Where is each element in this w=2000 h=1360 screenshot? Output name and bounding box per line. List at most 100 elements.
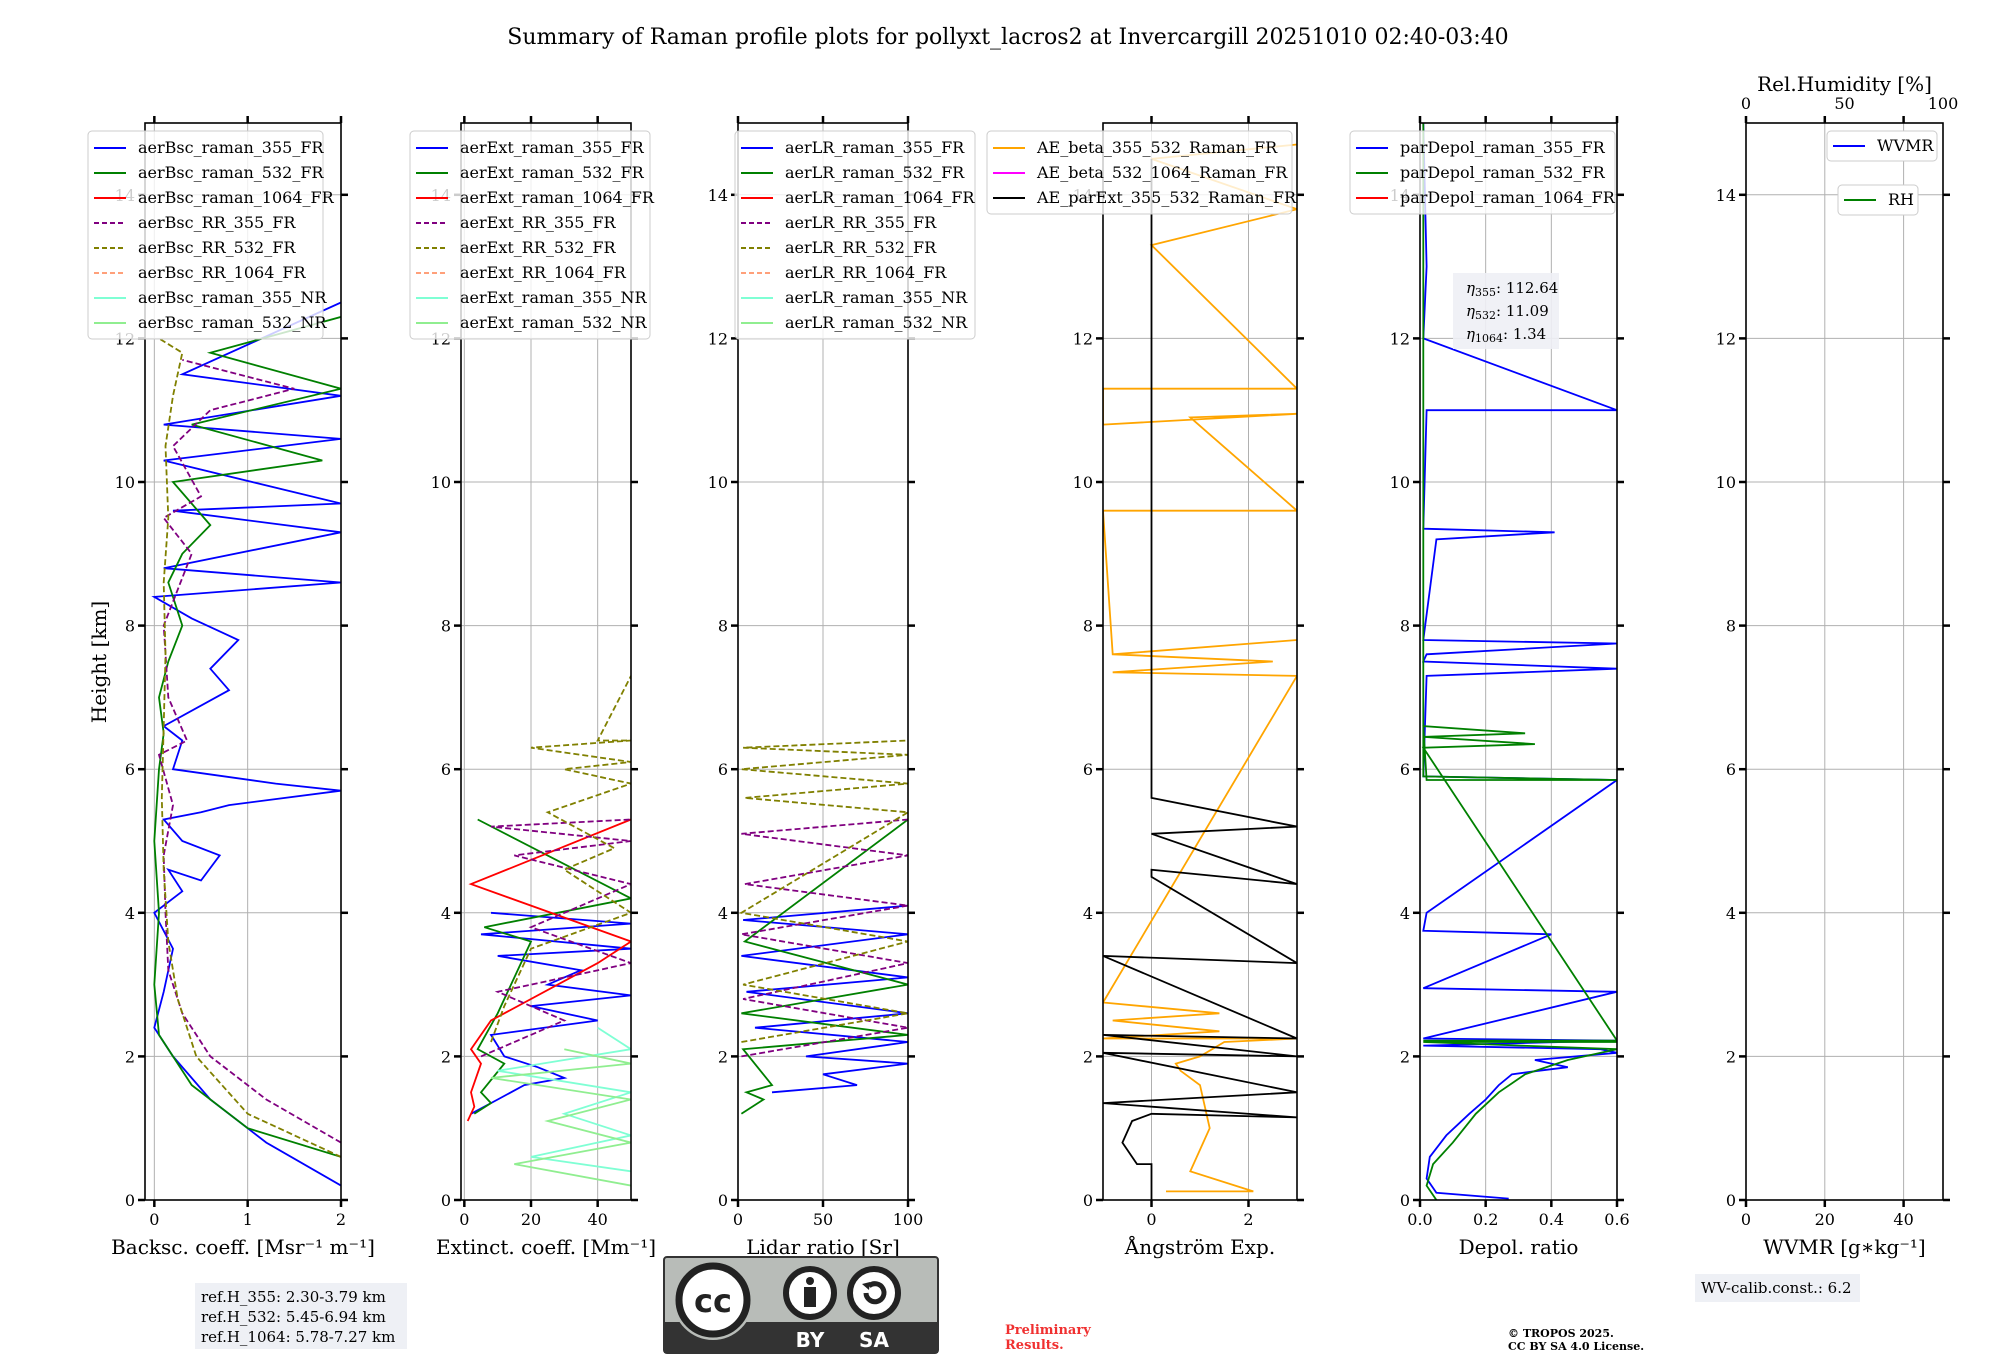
series-line-aerExt_raman_355_NR bbox=[497, 1026, 631, 1173]
panel-2: 0246810121402040Extinct. coeff. [Mm⁻¹]ae… bbox=[409, 116, 656, 1259]
legend-item-aerExt_raman_355_NR: aerExt_raman_355_NR bbox=[460, 288, 648, 307]
x-tick-label: 40 bbox=[587, 1210, 607, 1229]
x-axis-label: Depol. ratio bbox=[1459, 1235, 1579, 1259]
legend-item-AE_beta_355_532_Raman_FR: AE_beta_355_532_Raman_FR bbox=[1036, 138, 1278, 157]
panel-4: 0246810121402Ångström Exp.AE_beta_355_53… bbox=[986, 116, 1304, 1259]
axes-frame bbox=[144, 122, 342, 1201]
ref-height-355: ref.H_355: 2.30-3.79 km bbox=[201, 1288, 386, 1306]
ref-heights-box: ref.H_355: 2.30-3.79 km ref.H_532: 5.45-… bbox=[195, 1283, 407, 1349]
legend-item-aerExt_RR_1064_FR: aerExt_RR_1064_FR bbox=[460, 263, 627, 282]
y-tick-label: 2 bbox=[1400, 1047, 1410, 1066]
top-x-tick-label: 50 bbox=[1834, 94, 1854, 113]
figure-title: Summary of Raman profile plots for polly… bbox=[507, 25, 1508, 50]
x-tick-label: 0 bbox=[733, 1210, 743, 1229]
eta-background bbox=[1453, 273, 1559, 349]
axes-frame bbox=[1745, 122, 1944, 1201]
ref-height-532: ref.H_532: 5.45-6.94 km bbox=[201, 1308, 386, 1326]
wv-calib-box: WV-calib.const.: 6.2 bbox=[1695, 1274, 1860, 1302]
y-tick-label: 4 bbox=[1083, 904, 1093, 923]
legend-item-parDepol_raman_532_FR: parDepol_raman_532_FR bbox=[1400, 163, 1606, 182]
series-line-aerBsc_raman_532_FR bbox=[153, 316, 341, 1158]
legend-frame bbox=[87, 130, 324, 340]
y-tick-label: 2 bbox=[718, 1047, 728, 1066]
legend-item-aerLR_RR_532_FR: aerLR_RR_532_FR bbox=[785, 238, 937, 257]
y-tick-label: 8 bbox=[125, 617, 135, 636]
x-axis-label: WVMR [g∗kg⁻¹] bbox=[1763, 1235, 1925, 1259]
y-tick-label: 10 bbox=[708, 473, 728, 492]
y-tick-label: 2 bbox=[1083, 1047, 1093, 1066]
y-tick-label: 12 bbox=[708, 329, 728, 348]
y-tick-label: 6 bbox=[718, 760, 728, 779]
panel-1: 02468101214012Backsc. coeff. [Msr⁻¹ m⁻¹]… bbox=[87, 116, 375, 1259]
y-tick-label: 12 bbox=[1073, 329, 1093, 348]
legend-item-aerLR_raman_1064_FR: aerLR_raman_1064_FR bbox=[785, 188, 975, 207]
y-tick-label: 8 bbox=[1400, 617, 1410, 636]
ref-heights-background bbox=[195, 1283, 407, 1349]
x-tick-label: 0.4 bbox=[1539, 1210, 1564, 1229]
cc-license-badge: cc BY SA bbox=[663, 1256, 939, 1354]
y-tick-label: 0 bbox=[1400, 1191, 1410, 1210]
cc-sa-label: SA bbox=[859, 1328, 889, 1352]
y-tick-label: 10 bbox=[431, 473, 451, 492]
y-tick-label: 8 bbox=[441, 617, 451, 636]
x-axis-label: Extinct. coeff. [Mm⁻¹] bbox=[436, 1235, 656, 1259]
legend-item-aerBsc_raman_532_NR: aerBsc_raman_532_NR bbox=[138, 313, 327, 332]
legend: parDepol_raman_355_FR parDepol_raman_532_… bbox=[1349, 130, 1616, 215]
legend-item-RH: RH bbox=[1888, 190, 1914, 209]
legend-RH: RH bbox=[1837, 184, 1919, 216]
series-line-aerLR_RR_532_FR bbox=[738, 739, 908, 1043]
series-group bbox=[738, 739, 908, 1115]
legend-frame bbox=[986, 130, 1293, 215]
y-tick-label: 0 bbox=[1726, 1191, 1736, 1210]
legend-frame bbox=[734, 130, 976, 340]
copyright-line2: CC BY SA 4.0 License. bbox=[1508, 1340, 1644, 1353]
legend-item-aerExt_raman_355_FR: aerExt_raman_355_FR bbox=[460, 138, 645, 157]
y-tick-label: 10 bbox=[1716, 473, 1736, 492]
x-tick-label: 2 bbox=[336, 1210, 346, 1229]
legend-item-aerBsc_RR_355_FR: aerBsc_RR_355_FR bbox=[138, 213, 296, 232]
legend-item-aerExt_raman_1064_FR: aerExt_raman_1064_FR bbox=[460, 188, 655, 207]
panels: 02468101214012Backsc. coeff. [Msr⁻¹ m⁻¹]… bbox=[87, 72, 1959, 1259]
x-tick-label: 100 bbox=[893, 1210, 924, 1229]
legend-item-aerExt_raman_532_FR: aerExt_raman_532_FR bbox=[460, 163, 645, 182]
x-tick-label: 50 bbox=[813, 1210, 833, 1229]
top-x-tick-label: 100 bbox=[1928, 94, 1959, 113]
legend-item-aerBsc_RR_532_FR: aerBsc_RR_532_FR bbox=[138, 238, 296, 257]
eta-355: η355: 112.64 bbox=[1466, 279, 1558, 299]
preliminary-label-line1: Preliminary bbox=[1005, 1323, 1091, 1338]
x-axis-label: Ångström Exp. bbox=[1124, 1234, 1275, 1259]
legend-item-aerBsc_raman_355_FR: aerBsc_raman_355_FR bbox=[138, 138, 324, 157]
top-x-axis-label: Rel.Humidity [%] bbox=[1757, 72, 1932, 96]
legend-item-aerLR_raman_355_FR: aerLR_raman_355_FR bbox=[785, 138, 965, 157]
preliminary-label-line2: Results. bbox=[1005, 1338, 1064, 1353]
series-line-aerExt_raman_1064_FR bbox=[466, 818, 631, 1122]
copyright-line1: © TROPOS 2025. bbox=[1508, 1327, 1614, 1340]
y-tick-label: 8 bbox=[718, 617, 728, 636]
y-tick-label: 2 bbox=[125, 1047, 135, 1066]
legend-item-aerLR_RR_1064_FR: aerLR_RR_1064_FR bbox=[785, 263, 947, 282]
x-tick-label: 2 bbox=[1243, 1210, 1253, 1229]
axes-frame bbox=[1419, 122, 1618, 1201]
series-line-AE_parExt_355_532_Raman_FR bbox=[1103, 158, 1297, 1200]
legend: aerLR_raman_355_FR aerLR_raman_532_FR aerL… bbox=[734, 130, 976, 340]
y-tick-label: 4 bbox=[1726, 904, 1736, 923]
legend-frame bbox=[1837, 184, 1919, 216]
legend-item-aerExt_raman_532_NR: aerExt_raman_532_NR bbox=[460, 313, 648, 332]
legend-item-aerLR_RR_355_FR: aerLR_RR_355_FR bbox=[785, 213, 937, 232]
series-line-aerExt_RR_355_FR bbox=[480, 818, 631, 1058]
x-tick-label: 0 bbox=[459, 1210, 469, 1229]
panel-3: 0 2 4 6 8 10 12 14 0 50 100 Lidar ratio [Sr] aerLR_r… bbox=[708, 116, 976, 1259]
y-tick-label: 10 bbox=[1390, 473, 1410, 492]
legend-item-aerLR_raman_355_NR: aerLR_raman_355_NR bbox=[785, 288, 968, 307]
y-tick-label: 2 bbox=[1726, 1047, 1736, 1066]
legend-item-aerBsc_raman_355_NR: aerBsc_raman_355_NR bbox=[138, 288, 327, 307]
x-tick-label: 0 bbox=[1146, 1210, 1156, 1229]
legend-frame bbox=[1349, 130, 1616, 215]
legend-frame bbox=[1826, 130, 1938, 162]
legend-item-aerExt_RR_532_FR: aerExt_RR_532_FR bbox=[460, 238, 617, 257]
x-tick-label: 40 bbox=[1893, 1210, 1913, 1229]
axes-frame bbox=[460, 122, 632, 1201]
top-x-tick-label: 0 bbox=[1741, 94, 1751, 113]
y-tick-label: 6 bbox=[1083, 760, 1093, 779]
